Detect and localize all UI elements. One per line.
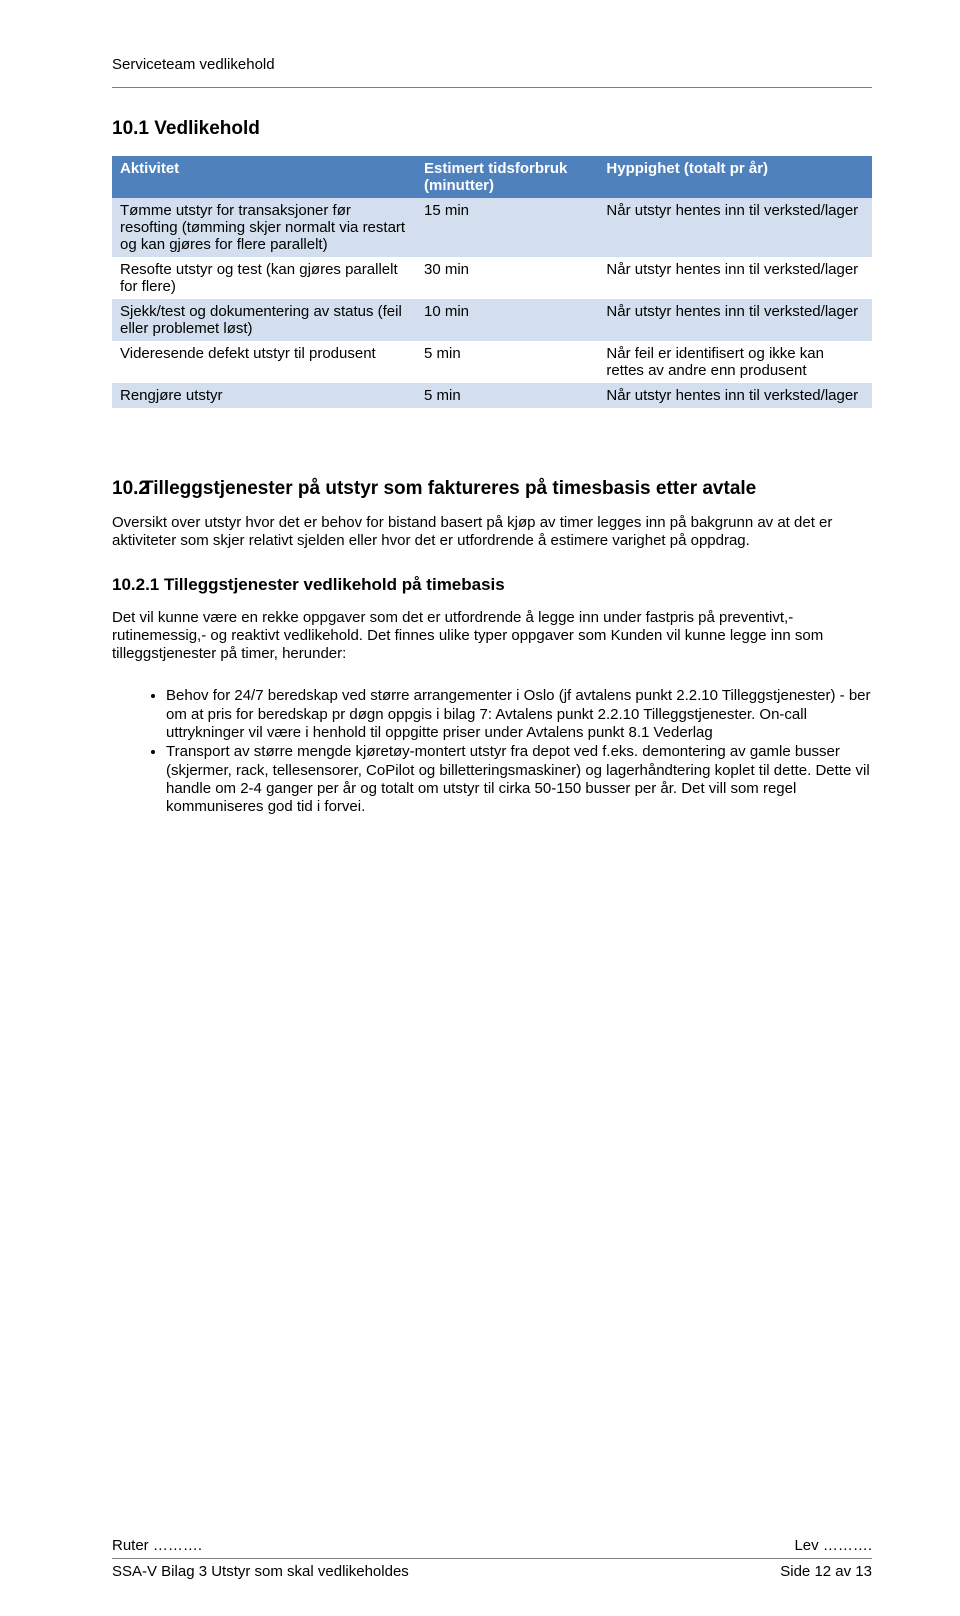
cell-time: 15 min	[416, 198, 598, 257]
section-10-2-para: Oversikt over utstyr hvor det er behov f…	[112, 514, 872, 551]
bullet-list: Behov for 24/7 beredskap ved større arra…	[112, 687, 872, 816]
section-title-text: Vedlikehold	[154, 118, 260, 139]
cell-activity: Resofte utstyr og test (kan gjøres paral…	[112, 257, 416, 299]
table-row: Rengjøre utstyr 5 min Når utstyr hentes …	[112, 383, 872, 408]
list-item: Transport av større mengde kjøretøy-mont…	[166, 743, 872, 816]
footer-right-bottom: Side 12 av 13	[780, 1563, 872, 1580]
footer-left-bottom: SSA-V Bilag 3 Utstyr som skal vedlikehol…	[112, 1563, 409, 1580]
cell-activity: Tømme utstyr for transaksjoner før resof…	[112, 198, 416, 257]
section-10-1-title: 10.1 Vedlikehold	[112, 118, 872, 140]
cell-freq: Når utstyr hentes inn til verksted/lager	[598, 383, 872, 408]
section-number: 10.2	[112, 478, 142, 500]
vedlikehold-table: Aktivitet Estimert tidsforbruk (minutter…	[112, 156, 872, 438]
footer-right-top: Lev ……….	[794, 1537, 872, 1554]
subsection-para: Det vil kunne være en rekke oppgaver som…	[112, 609, 872, 664]
cell-activity: Videresende defekt utstyr til produsent	[112, 341, 416, 383]
table-row: Resofte utstyr og test (kan gjøres paral…	[112, 257, 872, 299]
cell-freq: Når utstyr hentes inn til verksted/lager	[598, 299, 872, 341]
table-row: Videresende defekt utstyr til produsent …	[112, 341, 872, 383]
footer-left-top: Ruter ……….	[112, 1537, 202, 1554]
cell-activity: Rengjøre utstyr	[112, 383, 416, 408]
section-number: 10.1	[112, 118, 149, 139]
table-row-empty	[112, 408, 872, 438]
cell-freq: Når feil er identifisert og ikke kan ret…	[598, 341, 872, 383]
header-title: Serviceteam vedlikehold	[112, 56, 872, 73]
table-row: Tømme utstyr for transaksjoner før resof…	[112, 198, 872, 257]
list-item: Behov for 24/7 beredskap ved større arra…	[166, 687, 872, 742]
table-row: Sjekk/test og dokumentering av status (f…	[112, 299, 872, 341]
section-10-2-title: 10.2Tilleggstjenester på utstyr som fakt…	[112, 478, 872, 500]
footer-divider	[112, 1558, 872, 1559]
section-title-text: Tilleggstjenester på utstyr som fakturer…	[142, 478, 756, 499]
cell-time: 30 min	[416, 257, 598, 299]
header-divider	[112, 87, 872, 88]
cell-freq: Når utstyr hentes inn til verksted/lager	[598, 257, 872, 299]
table-header-tidsforbruk: Estimert tidsforbruk (minutter)	[416, 156, 598, 198]
cell-activity: Sjekk/test og dokumentering av status (f…	[112, 299, 416, 341]
cell-freq: Når utstyr hentes inn til verksted/lager	[598, 198, 872, 257]
cell-time: 5 min	[416, 341, 598, 383]
page-footer: Ruter ………. Lev ………. SSA-V Bilag 3 Utstyr…	[112, 1537, 872, 1580]
table-header-aktivitet: Aktivitet	[112, 156, 416, 198]
cell-time: 5 min	[416, 383, 598, 408]
table-header-hyppighet: Hyppighet (totalt pr år)	[598, 156, 872, 198]
cell-time: 10 min	[416, 299, 598, 341]
subsection-10-2-1-title: 10.2.1 Tilleggstjenester vedlikehold på …	[112, 575, 872, 595]
